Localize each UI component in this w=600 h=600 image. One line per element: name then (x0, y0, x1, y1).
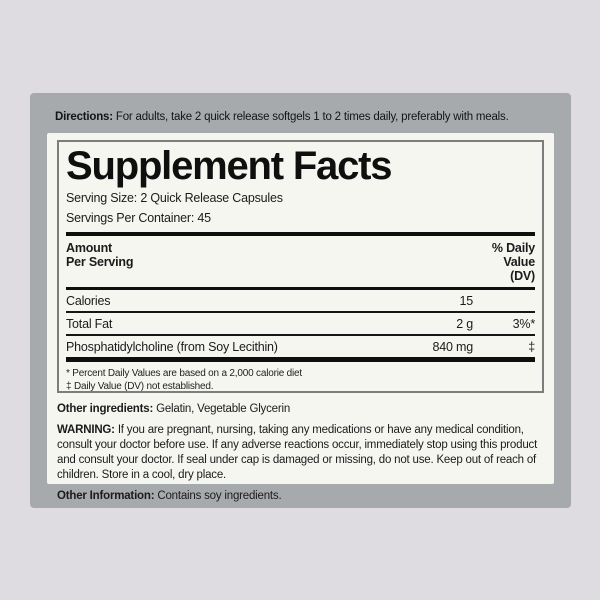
nutrient-amount: 2 g (456, 316, 473, 331)
directions-body: For adults, take 2 quick release softgel… (115, 111, 509, 123)
serving-size: Serving Size: 2 Quick Release Capsules (66, 191, 283, 205)
warning-label: WARNING: (57, 424, 115, 436)
warning-body: If you are pregnant, nursing, taking any… (57, 424, 538, 481)
nutrient-name: Total Fat (66, 316, 113, 331)
other-information-label: Other Information: (57, 490, 155, 502)
supplement-label: Directions: For adults, take 2 quick rel… (30, 93, 571, 508)
divider-thick-bottom (66, 357, 535, 362)
divider-thick-top (66, 232, 535, 236)
header-amount-per-serving: Amount Per Serving (66, 241, 134, 269)
other-information-body: Contains soy ingredients. (157, 490, 282, 502)
row-separator (66, 311, 535, 313)
header-percent-daily-value: % Daily Value (DV) (491, 241, 535, 283)
directions-text: Directions: For adults, take 2 quick rel… (55, 110, 555, 124)
nutrient-name: Phosphatidylcholine (from Soy Lecithin) (66, 339, 278, 354)
nutrient-dv: 3%* (512, 316, 536, 331)
footnotes: * Percent Daily Values are based on a 2,… (66, 362, 535, 393)
nutrient-row-phosphatidylcholine: Phosphatidylcholine (from Soy Lecithin) … (66, 336, 535, 357)
facts-title: Supplement Facts (66, 144, 393, 188)
footnote-dv-not-established: ‡ Daily Value (DV) not established. (66, 381, 214, 392)
warning-text: WARNING: If you are pregnant, nursing, t… (57, 423, 546, 483)
nutrient-amount: 15 (459, 293, 473, 308)
facts-header: Amount Per Serving % Daily Value (DV) (66, 236, 535, 287)
nutrient-amount: 840 mg (432, 339, 474, 354)
other-ingredients-label: Other ingredients: (57, 403, 154, 415)
nutrient-row-total-fat: Total Fat 2 g 3%* (66, 313, 535, 334)
directions-label: Directions: (55, 111, 113, 123)
other-ingredients: Other ingredients: Gelatin, Vegetable Gl… (57, 402, 544, 416)
label-white-area: Supplement Facts Serving Size: 2 Quick R… (47, 133, 554, 502)
servings-per-container: Servings Per Container: 45 (66, 211, 211, 225)
nutrient-name: Calories (66, 293, 111, 308)
divider-header-bottom (66, 287, 535, 290)
row-separator (66, 334, 535, 336)
footnote-percent-dv: * Percent Daily Values are based on a 2,… (66, 368, 302, 379)
nutrient-row-calories: Calories 15 (66, 290, 535, 311)
nutrient-dv: ‡ (528, 339, 535, 354)
other-information: Other Information: Contains soy ingredie… (57, 489, 544, 503)
other-ingredients-body: Gelatin, Vegetable Glycerin (156, 403, 291, 415)
supplement-facts-panel: Supplement Facts Serving Size: 2 Quick R… (57, 140, 544, 393)
